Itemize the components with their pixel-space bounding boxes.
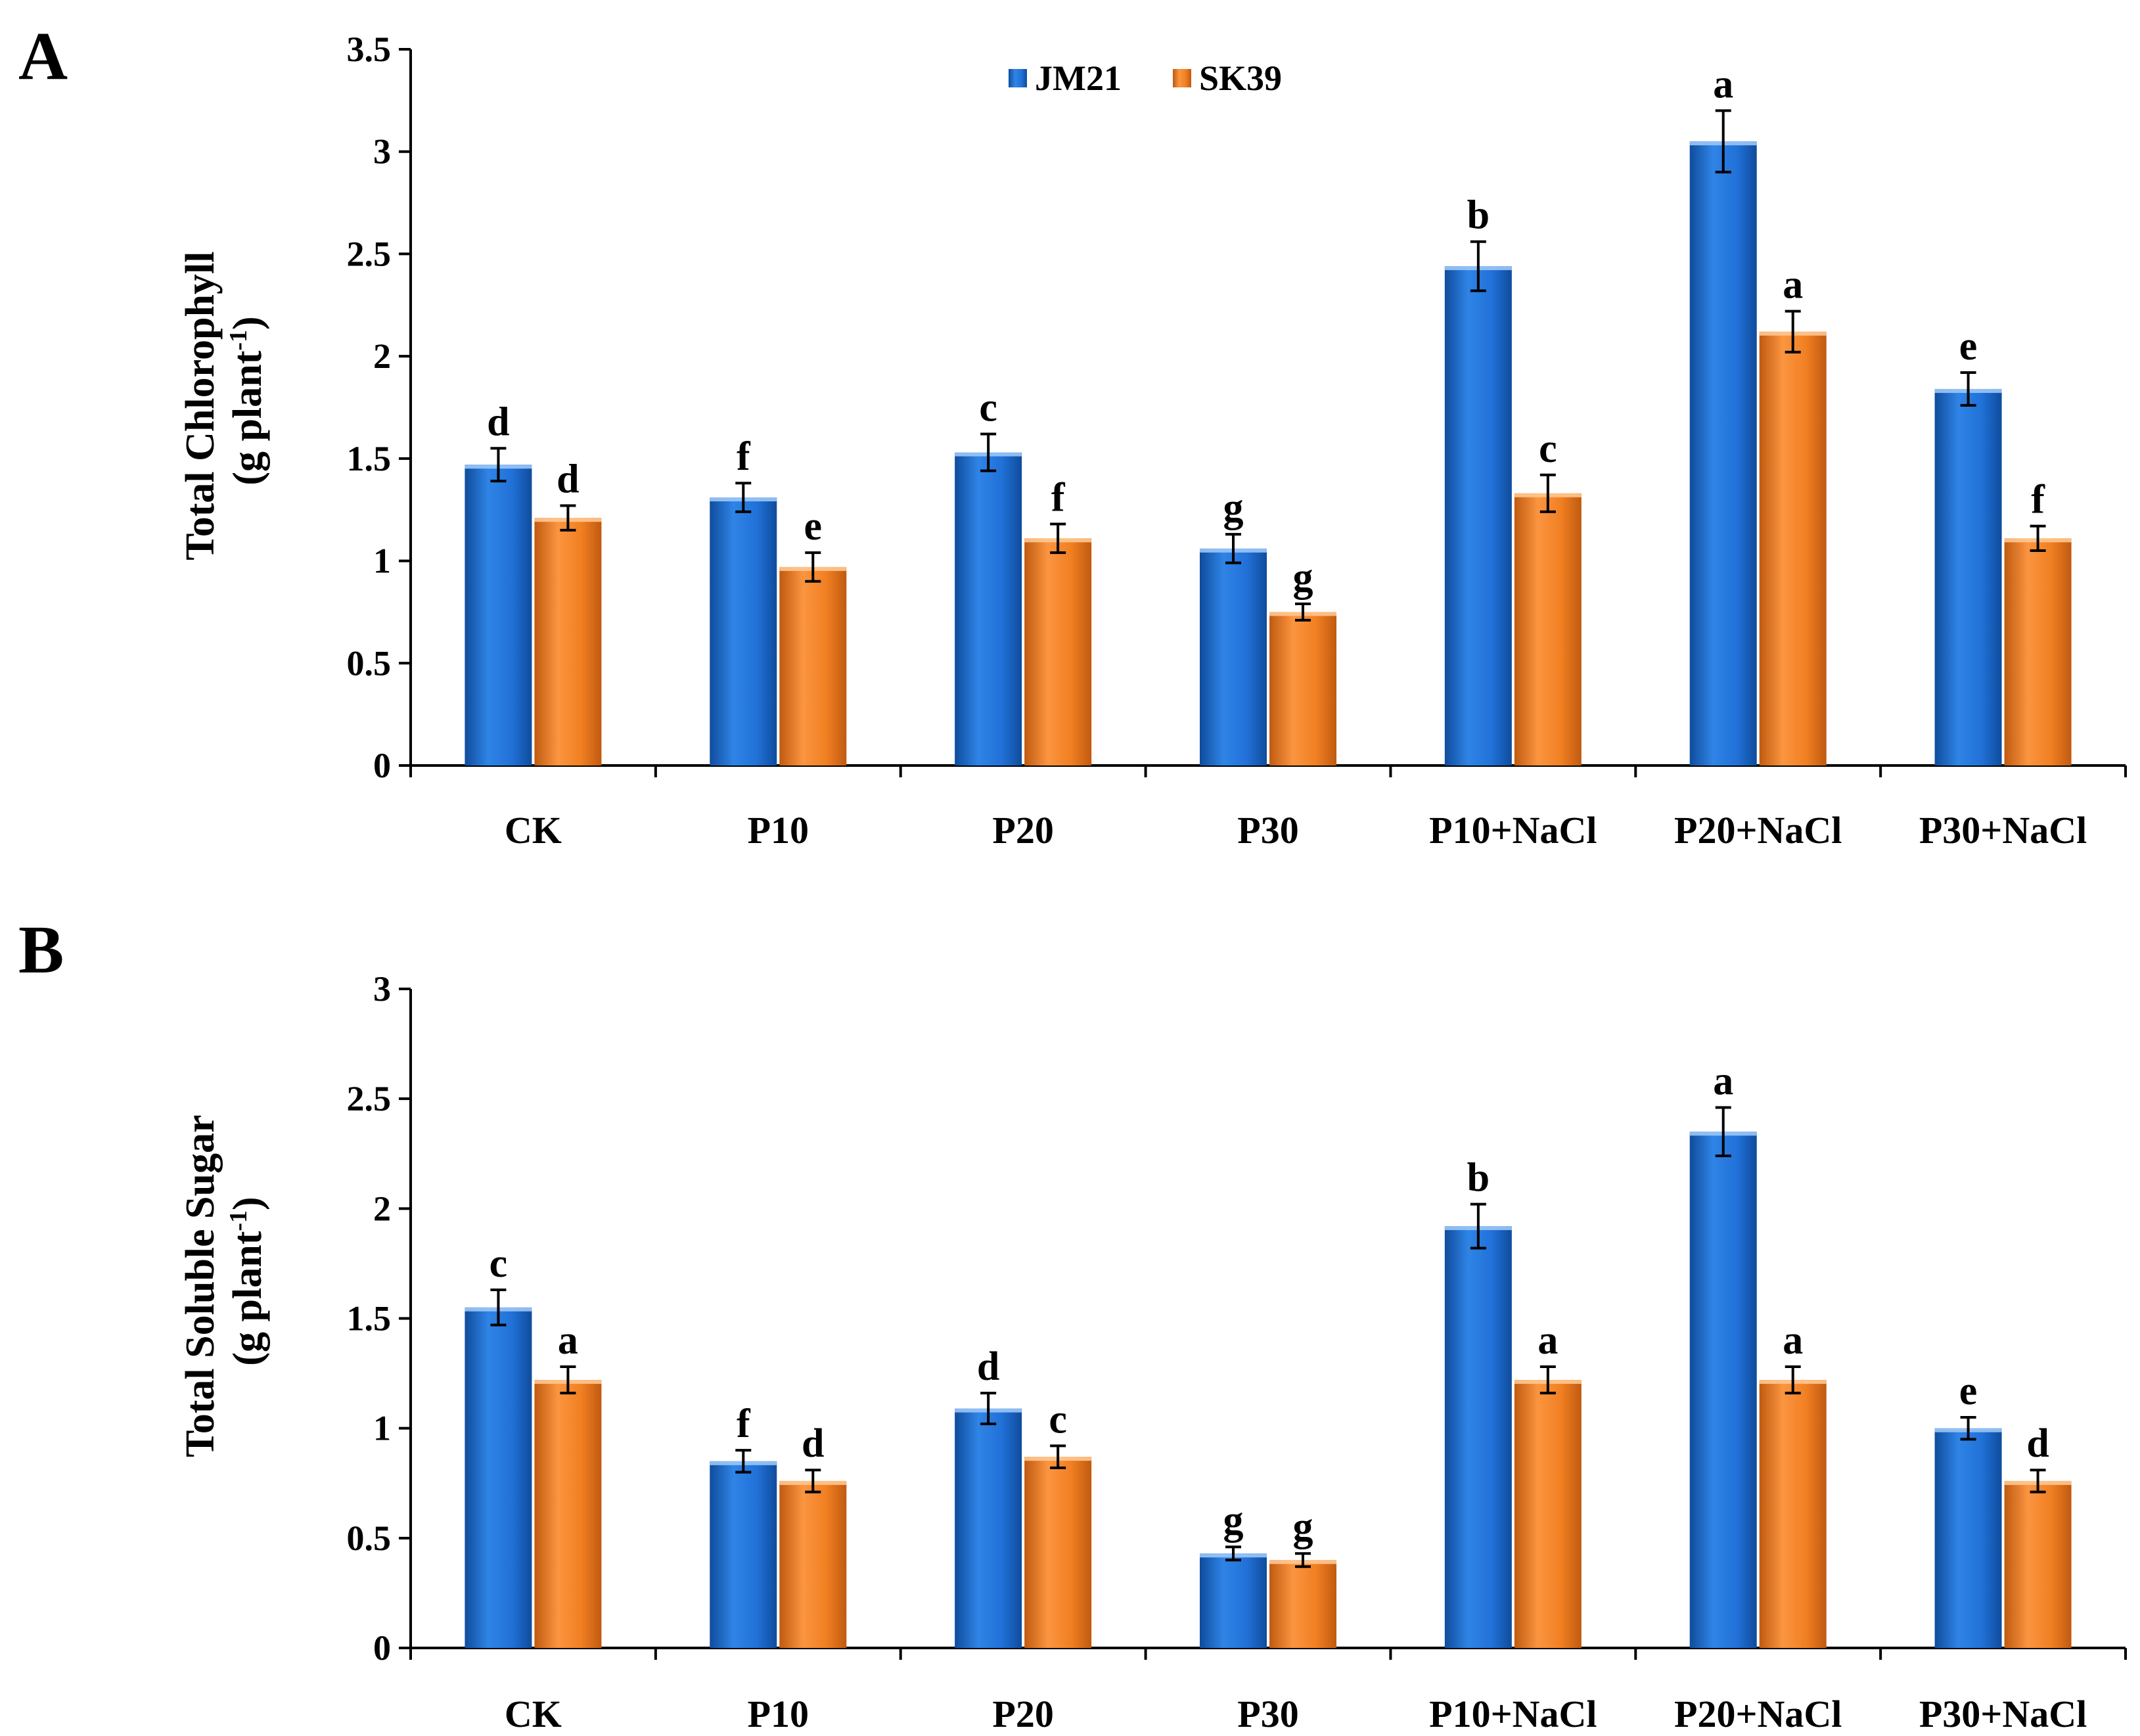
- panel-a-letter: A: [18, 18, 68, 94]
- category-label: P20+NaCl: [1674, 1693, 1842, 1735]
- y-tick-label: 2.5: [347, 234, 392, 273]
- significance-label: f: [1051, 476, 1066, 520]
- significance-label: a: [1713, 62, 1733, 106]
- bar-jm21: [1444, 266, 1512, 766]
- bar-sk39: [1514, 493, 1582, 765]
- y-tick-label: 1.5: [347, 439, 392, 478]
- significance-label: d: [2026, 1421, 2049, 1466]
- bar-sk39: [1024, 538, 1092, 765]
- bar-sk39: [1759, 1380, 1827, 1648]
- category-label: P20+NaCl: [1674, 809, 1842, 852]
- panel-b-chart: 0 0.5 1 1.5 2 2.5 3 CK P10 P20 P30 P10+NaCl P20+NaCl…: [347, 969, 2127, 1735]
- panel-a-chart: 0 0.5 1 1.5 2 2.5 3 3.5 CK P10 P20 P30 P10+NaCl P20+N…: [347, 30, 2127, 852]
- bar-sk39: [1024, 1457, 1092, 1648]
- significance-label: g: [1223, 1498, 1244, 1543]
- category-label: P10+NaCl: [1429, 1693, 1597, 1735]
- significance-label: c: [489, 1241, 508, 1286]
- bar-jm21: [465, 1307, 532, 1648]
- y-tick-label: 3: [373, 132, 391, 171]
- y-tick-label: 2.5: [347, 1079, 392, 1118]
- category-label: CK: [505, 809, 562, 852]
- significance-label: a: [1783, 1318, 1803, 1363]
- y-tick-label: 3.5: [347, 30, 392, 69]
- category-label: P10: [748, 809, 809, 852]
- category-label: CK: [505, 1693, 562, 1735]
- significance-label: g: [1223, 486, 1244, 530]
- category-label: P10: [748, 1693, 809, 1735]
- panel-b-letter: B: [18, 912, 64, 988]
- significance-label: f: [2031, 478, 2045, 522]
- significance-label: c: [979, 385, 997, 430]
- bar-jm21: [955, 1408, 1022, 1648]
- significance-label: d: [977, 1344, 999, 1389]
- bar-sk39: [1759, 331, 1827, 765]
- panel-a-ylabel: Total Chlorophyll (g plant-1): [178, 241, 270, 560]
- significance-label: a: [1537, 1318, 1558, 1363]
- significance-label: f: [737, 1402, 751, 1446]
- bar-sk39: [779, 1480, 847, 1648]
- category-label: P20: [992, 809, 1053, 852]
- y-tick-label: 0.5: [347, 1519, 392, 1558]
- y-tick-label: 3: [373, 969, 391, 1009]
- bar-jm21: [1689, 1131, 1757, 1648]
- bar-sk39: [779, 566, 847, 765]
- bar-sk39: [534, 1380, 602, 1648]
- bar-sk39: [2004, 1480, 2072, 1648]
- y-tick-label: 1: [373, 1409, 391, 1448]
- category-label: P10+NaCl: [1429, 809, 1597, 852]
- legend: JM21 SK39: [1009, 58, 1282, 98]
- bar-sk39: [1514, 1380, 1582, 1648]
- bar-jm21: [710, 1461, 777, 1648]
- panel-b-ylabel: Total Soluble Sugar (g plant-1): [178, 1105, 270, 1457]
- legend-swatch-jm21: [1009, 69, 1027, 87]
- significance-label: g: [1293, 555, 1313, 600]
- bar-jm21: [1444, 1226, 1512, 1648]
- y-tick-label: 2: [373, 1189, 391, 1228]
- y-tick-label: 0: [373, 1628, 391, 1668]
- significance-label: f: [737, 434, 751, 479]
- significance-label: a: [1783, 263, 1803, 308]
- significance-label: b: [1467, 193, 1490, 238]
- bar-jm21: [1934, 1428, 2002, 1648]
- y-tick-label: 1: [373, 541, 391, 581]
- legend-swatch-sk39: [1173, 69, 1191, 87]
- significance-label: d: [487, 400, 509, 444]
- bar-sk39: [534, 518, 602, 765]
- bar-jm21: [1200, 1553, 1267, 1648]
- category-label: P20: [992, 1693, 1053, 1735]
- legend-label-sk39: SK39: [1199, 58, 1282, 98]
- category-label: P30: [1237, 1693, 1298, 1735]
- significance-label: d: [802, 1421, 824, 1466]
- bar-sk39: [1269, 1560, 1336, 1648]
- bar-jm21: [465, 465, 532, 765]
- legend-label-jm21: JM21: [1035, 58, 1122, 98]
- category-label: P30+NaCl: [1919, 809, 2087, 852]
- significance-label: b: [1467, 1156, 1490, 1200]
- y-tick-label: 1.5: [347, 1299, 392, 1338]
- bar-jm21: [1200, 548, 1267, 765]
- significance-label: e: [1959, 1369, 1978, 1413]
- bar-jm21: [1934, 388, 2002, 765]
- bar-sk39: [2004, 538, 2072, 765]
- significance-label: c: [1049, 1397, 1067, 1442]
- y-tick-label: 2: [373, 336, 391, 376]
- bar-sk39: [1269, 612, 1336, 765]
- significance-label: a: [1713, 1059, 1733, 1104]
- category-label: P30: [1237, 809, 1298, 852]
- significance-label: c: [1539, 426, 1557, 471]
- significance-label: d: [557, 457, 579, 501]
- y-tick-label: 0.5: [347, 643, 392, 683]
- significance-label: e: [1959, 324, 1978, 369]
- significance-label: a: [558, 1318, 578, 1363]
- bar-jm21: [1689, 141, 1757, 766]
- category-label: P30+NaCl: [1919, 1693, 2087, 1735]
- significance-label: e: [804, 504, 823, 549]
- y-tick-label: 0: [373, 746, 391, 785]
- bar-jm21: [955, 452, 1022, 765]
- bar-jm21: [710, 497, 777, 765]
- significance-label: g: [1293, 1505, 1313, 1549]
